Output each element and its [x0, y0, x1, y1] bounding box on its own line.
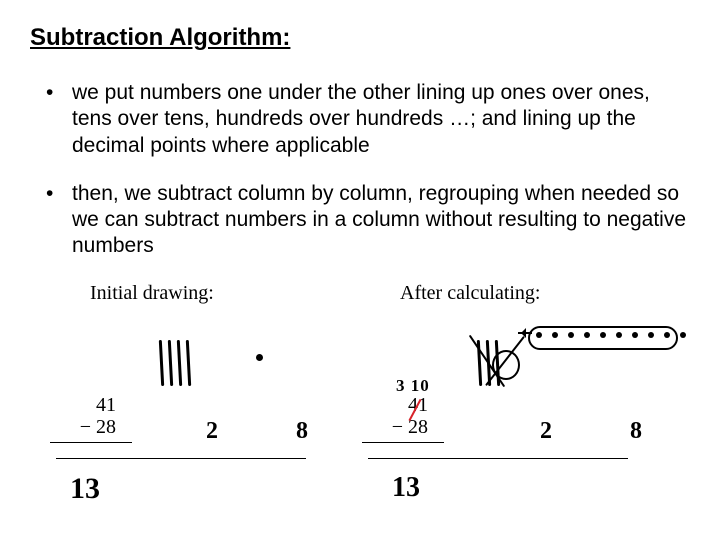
crossed-regrouped-ten [474, 332, 524, 388]
subtraction-bar [362, 442, 444, 443]
left-result-bar [56, 458, 306, 459]
bullet-item: then, we subtract column by column, regr… [30, 181, 690, 260]
right-handwritten-28: 2 8 [540, 418, 678, 445]
minuend: 41 [56, 394, 116, 416]
right-column-label: After calculating: [400, 282, 541, 305]
regroup-annotation: 3 10 [396, 376, 430, 396]
left-handwritten-28: 2 8 [206, 418, 344, 445]
left-column-label: Initial drawing: [90, 282, 214, 305]
worked-example-figure: Initial drawing: After calculating: 41 −… [30, 282, 690, 512]
left-tens-tallies [160, 340, 196, 391]
subtraction-bar [50, 442, 132, 443]
regrouped-ones-dots [536, 332, 686, 338]
left-subtraction-setup: 41 − 28 [56, 394, 116, 443]
bullet-list: we put numbers one under the other linin… [30, 80, 690, 260]
regrouped-ones-oval [528, 326, 678, 350]
crossout-mark [406, 400, 426, 420]
left-ones-dot [256, 354, 263, 361]
right-result: 13 [392, 472, 420, 504]
bullet-item: we put numbers one under the other linin… [30, 80, 690, 159]
slide-title: Subtraction Algorithm: [30, 24, 690, 52]
right-result-bar [368, 458, 628, 459]
subtrahend: − 28 [56, 416, 116, 438]
left-result: 13 [70, 472, 100, 506]
